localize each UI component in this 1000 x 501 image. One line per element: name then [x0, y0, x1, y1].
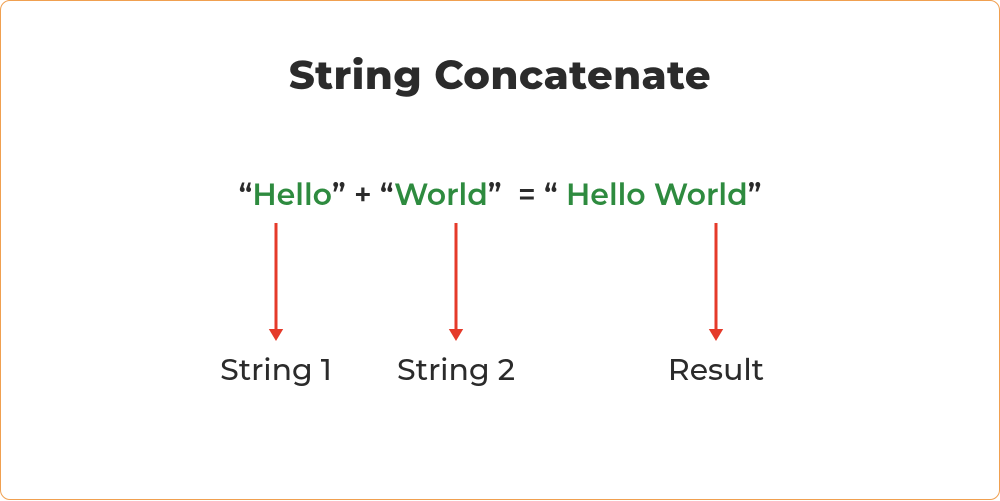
arrow-head [709, 329, 723, 341]
expr-text: “ [239, 176, 253, 213]
diagram-title: String Concatenate [1, 51, 999, 100]
concat-expression: “Hello” + “World” = “ Hello World” [1, 176, 999, 213]
expr-keyword: Hello [252, 176, 332, 213]
expr-text: ” [748, 176, 762, 213]
arrow-label: String 1 [220, 351, 332, 388]
expr-keyword: Hello World [566, 176, 748, 213]
arrow-head [449, 329, 463, 341]
arrow-label: Result [668, 351, 764, 388]
arrow-label: String 2 [397, 351, 515, 388]
expr-text: ” = “ [488, 176, 566, 213]
arrow-head [269, 329, 283, 341]
expr-text: ” + “ [332, 176, 394, 213]
diagram-canvas: String Concatenate “Hello” + “World” = “… [0, 0, 1000, 500]
expr-keyword: World [394, 176, 488, 213]
